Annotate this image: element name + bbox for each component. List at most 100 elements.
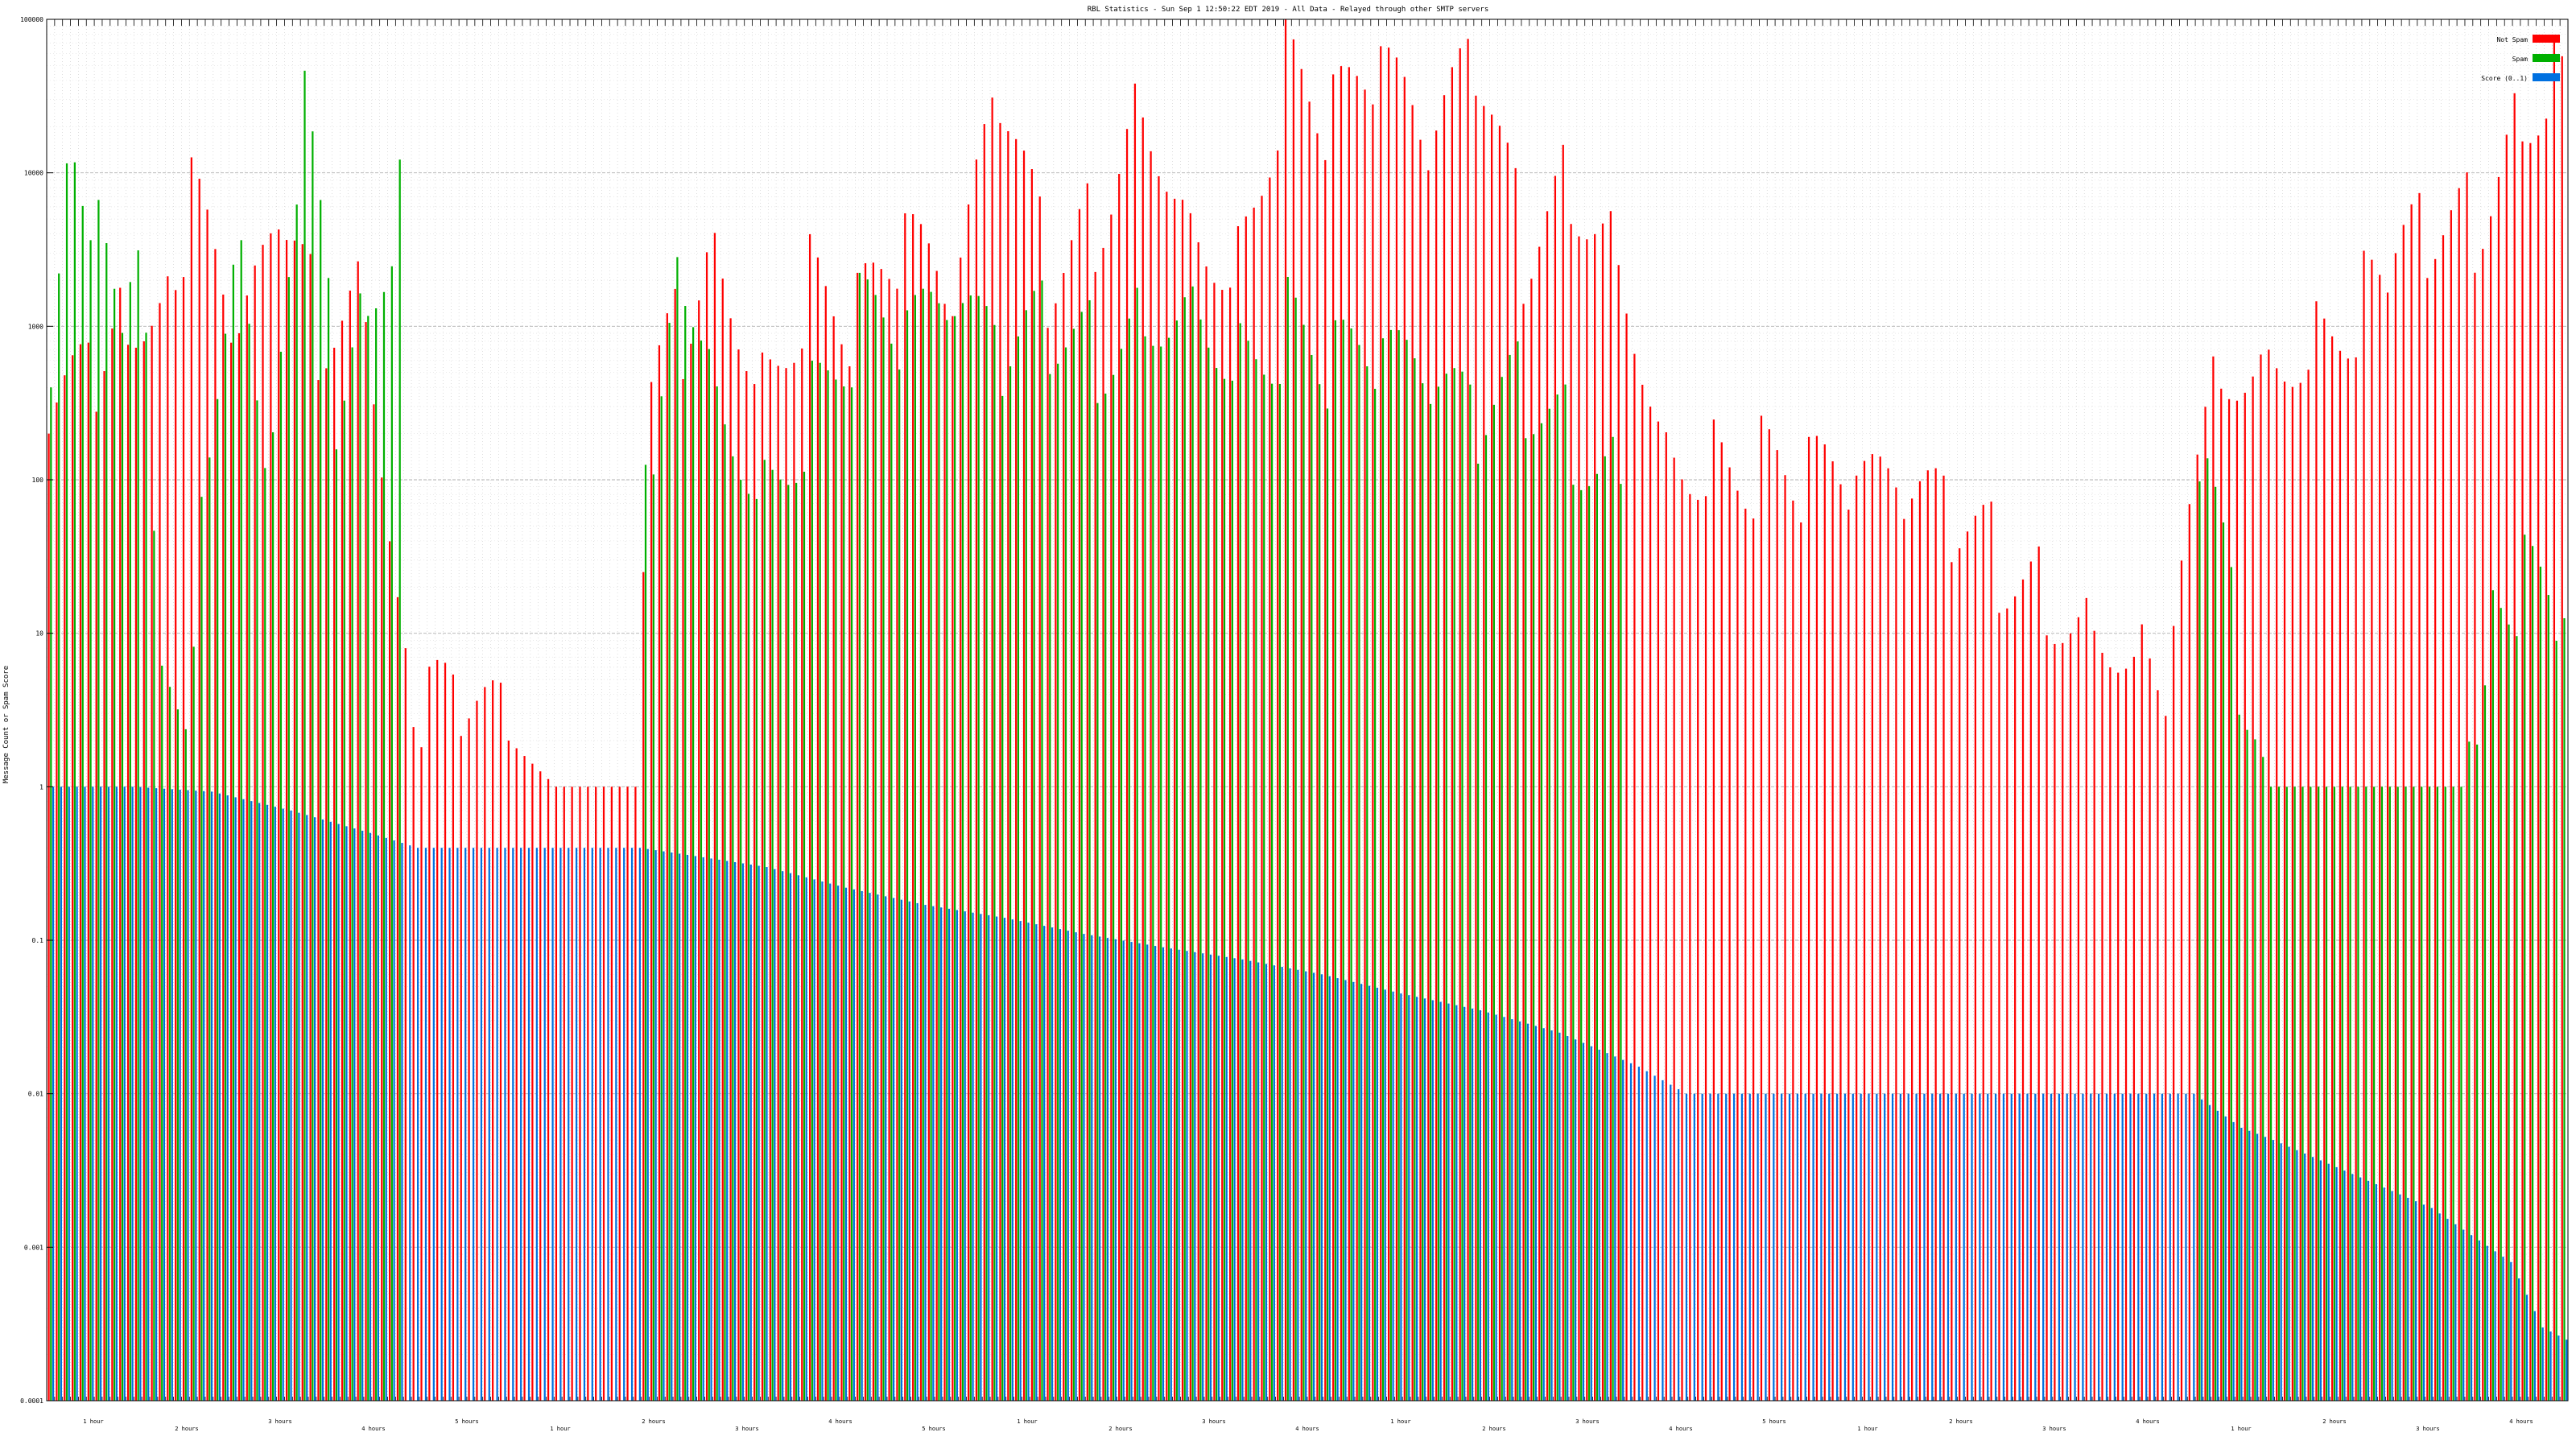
bar-score [2169,1093,2171,1401]
bar-score [258,803,261,1401]
bar-notspam [1586,239,1588,1401]
bar-notspam [1197,242,1199,1402]
bar-notspam [1704,496,1707,1402]
bar-score [1392,991,1394,1401]
bar-spam [1009,366,1012,1401]
bar-notspam [1308,101,1311,1402]
bar-notspam [872,262,875,1402]
bar-score [2185,1093,2187,1401]
bar-spam [208,457,211,1402]
bar-spam [1049,374,1051,1402]
bar-notspam [214,249,217,1401]
bar-score [2216,1110,2219,1401]
bar-score [1946,1093,1950,1401]
bar-score [2446,1219,2449,1401]
bar-score [591,848,593,1401]
bar-score [2407,1197,2409,1401]
bar-notspam [658,345,661,1401]
bar-notspam [2196,454,2198,1401]
bar-score [377,835,379,1401]
bar-score [520,848,522,1401]
bar-spam [1128,318,1130,1401]
bar-spam [2215,486,2217,1401]
bar-spam [1492,404,1495,1402]
bar-notspam [682,378,684,1401]
bar-notspam [1038,196,1041,1401]
bar-score [313,817,316,1401]
bar-notspam [1174,198,1176,1402]
bar-notspam [484,687,486,1401]
bar-notspam [1491,114,1493,1401]
bar-score [2296,1150,2298,1401]
bar-score [2391,1191,2393,1401]
legend-label: Spam [2512,56,2528,63]
bar-spam [2246,729,2248,1401]
bar-notspam [602,786,605,1401]
bar-spam [1167,337,1170,1401]
bar-notspam [1601,223,1604,1402]
bar-score [733,861,737,1401]
bar-spam [1437,386,1440,1401]
bar-score [84,786,86,1401]
bar-notspam [2252,376,2254,1401]
bar-spam [2365,786,2368,1401]
bar-score [1637,1067,1640,1401]
bar-spam [105,243,108,1402]
bar-notspam [1744,508,1747,1401]
bar-notspam [1324,159,1327,1402]
bar-spam [2310,786,2312,1401]
bar-score [2462,1229,2465,1401]
bar-score [123,786,126,1401]
bar-notspam [1253,207,1255,1401]
bar-notspam [2545,118,2548,1401]
bar-score [1471,1008,1474,1401]
bar-notspam [1815,436,1818,1401]
bar-score [1670,1084,1672,1401]
bar-score [2414,1201,2417,1401]
bar-spam [747,493,750,1401]
bar-notspam [587,786,589,1401]
bar-notspam [159,303,161,1401]
bar-score [2098,1093,2100,1401]
bar-notspam [1911,498,1913,1401]
bar-spam [1540,423,1543,1401]
bar-score [1923,1093,1926,1401]
bar-score [1384,989,1386,1401]
bar-spam [1517,341,1519,1402]
bar-score [543,848,546,1401]
bar-score [1035,924,1038,1401]
bar-spam [192,646,195,1401]
axes [46,19,2569,1402]
bar-spam [97,200,100,1401]
bar-score [821,881,824,1401]
bar-spam [2524,535,2526,1402]
bar-notspam [1340,66,1343,1401]
bar-spam [977,295,980,1401]
bar-spam [359,293,361,1402]
bar-spam [153,530,155,1401]
bar-score [527,848,530,1401]
bar-score [2510,1261,2512,1401]
bar-notspam [1982,505,1984,1401]
bar-score [583,848,586,1401]
bar-notspam [1998,613,2000,1401]
bar-notspam [2021,579,2025,1401]
bar-score [1931,1093,1934,1401]
bar-notspam [492,680,494,1401]
bar-notspam [650,382,653,1401]
bar-score [369,832,372,1401]
bar-score [2335,1166,2338,1401]
bar-score [147,787,150,1401]
bar-notspam [579,786,581,1401]
bar-notspam [2149,658,2151,1401]
bar-notspam [1277,150,1279,1401]
bar-notspam [1625,313,1628,1401]
bar-spam [1104,393,1107,1401]
bar-score [972,912,974,1401]
bar-notspam [880,269,882,1402]
bar-spam [700,341,703,1401]
bar-notspam [2029,561,2032,1401]
bar-notspam [1942,475,1945,1401]
bar-score [2018,1093,2021,1401]
bar-notspam [2117,672,2120,1401]
